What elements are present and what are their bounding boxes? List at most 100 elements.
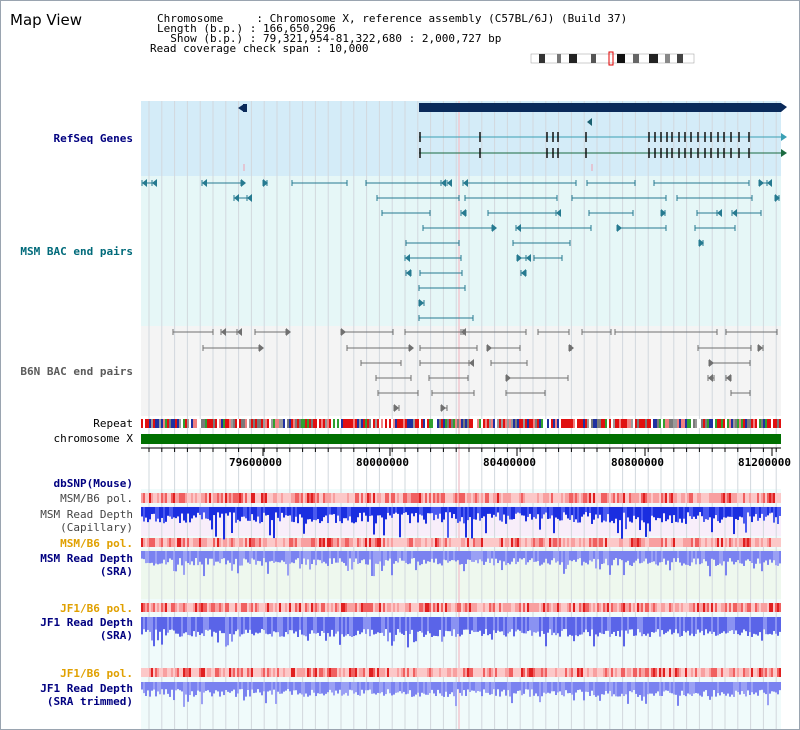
repeat-segment xyxy=(697,419,699,428)
polymorphism-segment xyxy=(519,668,521,677)
polymorphism-segment xyxy=(307,538,309,547)
read-depth-bar xyxy=(335,617,337,634)
repeat-segment xyxy=(719,419,721,428)
read-depth-bar xyxy=(727,682,729,694)
read-depth-bar xyxy=(663,507,665,514)
repeat-segment xyxy=(557,419,559,428)
polymorphism-segment xyxy=(181,668,183,677)
repeat-segment xyxy=(461,419,463,428)
polymorphism-segment xyxy=(663,603,665,612)
polymorphism-segment xyxy=(185,493,187,503)
polymorphism-segment xyxy=(187,603,189,612)
polymorphism-segment xyxy=(329,538,331,547)
polymorphism-segment xyxy=(527,493,529,503)
read-depth-bar xyxy=(275,551,277,562)
read-depth-bar xyxy=(223,617,225,634)
track-label-jf1-b6-pol[interactable]: JF1/B6 pol. xyxy=(60,602,133,615)
repeat-segment xyxy=(371,419,373,428)
repeat-segment xyxy=(147,419,149,428)
read-depth-bar xyxy=(151,617,153,641)
polymorphism-segment xyxy=(231,493,233,503)
polymorphism-segment xyxy=(141,603,143,612)
track-label-b6n-bac[interactable]: B6N BAC end pairs xyxy=(20,365,133,378)
polymorphism-segment xyxy=(161,603,163,612)
polymorphism-segment xyxy=(491,668,493,677)
polymorphism-segment xyxy=(649,668,651,677)
polymorphism-segment xyxy=(151,493,153,503)
polymorphism-segment xyxy=(697,493,699,503)
polymorphism-segment xyxy=(431,493,433,503)
polymorphism-segment xyxy=(701,668,703,677)
polymorphism-segment xyxy=(377,538,379,547)
polymorphism-segment xyxy=(315,538,317,547)
polymorphism-segment xyxy=(693,493,695,503)
read-depth-bar xyxy=(221,507,223,514)
polymorphism-segment xyxy=(503,603,505,612)
track-label-msm-b6-pol-sra[interactable]: MSM/B6 pol. xyxy=(60,537,133,550)
read-depth-bar xyxy=(251,682,253,690)
read-depth-bar xyxy=(273,507,275,539)
track-label-jf1-b6-pol-trimmed[interactable]: JF1/B6 pol. xyxy=(60,667,133,680)
read-depth-bar xyxy=(725,617,727,634)
read-depth-bar xyxy=(511,551,513,562)
track-label-refseq[interactable]: RefSeq Genes xyxy=(53,132,133,145)
polymorphism-segment xyxy=(485,493,487,503)
read-depth-bar xyxy=(761,682,763,690)
polymorphism-segment xyxy=(283,493,285,503)
repeat-segment xyxy=(627,419,629,428)
polymorphism-segment xyxy=(373,603,375,612)
repeat-segment xyxy=(273,419,275,428)
polymorphism-segment xyxy=(185,668,187,677)
polymorphism-segment xyxy=(525,493,527,503)
track-label-jf1-read-depth-trimmed[interactable]: JF1 Read Depth (SRA trimmed) xyxy=(40,682,133,708)
polymorphism-segment xyxy=(575,493,577,503)
repeat-segment xyxy=(463,419,465,428)
polymorphism-segment xyxy=(407,603,409,612)
read-depth-bar xyxy=(641,617,643,637)
read-depth-bar xyxy=(293,507,295,523)
read-depth-bar xyxy=(209,551,211,559)
polymorphism-segment xyxy=(361,493,363,503)
track-label-jf1-read-depth-sra[interactable]: JF1 Read Depth (SRA) xyxy=(40,616,133,642)
read-depth-bar xyxy=(143,617,145,630)
read-depth-bar xyxy=(765,551,767,561)
polymorphism-segment xyxy=(513,603,515,612)
read-depth-bar xyxy=(243,617,245,634)
read-depth-bar xyxy=(267,682,269,692)
polymorphism-segment xyxy=(355,493,357,503)
read-depth-bar xyxy=(329,617,331,637)
polymorphism-segment xyxy=(701,493,703,503)
repeat-segment xyxy=(151,419,153,428)
polymorphism-segment xyxy=(487,538,489,547)
polymorphism-segment xyxy=(207,668,209,677)
track-label-msm-b6-pol[interactable]: MSM/B6 pol. xyxy=(60,492,133,505)
polymorphism-segment xyxy=(147,668,149,677)
read-depth-bar xyxy=(365,617,367,634)
polymorphism-segment xyxy=(399,603,401,612)
polymorphism-segment xyxy=(305,668,307,677)
read-depth-bar xyxy=(559,507,561,521)
read-depth-bar xyxy=(615,507,617,519)
polymorphism-segment xyxy=(523,668,525,677)
polymorphism-segment xyxy=(777,603,779,612)
read-depth-bar xyxy=(179,507,181,523)
read-depth-bar xyxy=(469,682,471,693)
track-label-dbsnp[interactable]: dbSNP(Mouse) xyxy=(53,477,133,490)
polymorphism-segment xyxy=(485,668,487,677)
read-depth-bar xyxy=(611,617,613,634)
polymorphism-segment xyxy=(391,493,393,503)
read-depth-bar xyxy=(737,682,739,693)
read-depth-bar xyxy=(481,617,483,636)
polymorphism-segment xyxy=(633,603,635,612)
polymorphism-segment xyxy=(585,603,587,612)
read-depth-bar xyxy=(521,507,523,516)
track-label-msm-read-depth-sra[interactable]: MSM Read Depth (SRA) xyxy=(40,552,133,578)
read-depth-bar xyxy=(675,617,677,630)
read-depth-bar xyxy=(503,617,505,636)
repeat-segment xyxy=(191,419,193,428)
polymorphism-segment xyxy=(179,668,181,677)
track-label-msm-read-depth-capillary[interactable]: MSM Read Depth (Capillary) xyxy=(40,508,133,534)
track-label-msm-bac[interactable]: MSM BAC end pairs xyxy=(20,245,133,258)
polymorphism-segment xyxy=(467,603,469,612)
